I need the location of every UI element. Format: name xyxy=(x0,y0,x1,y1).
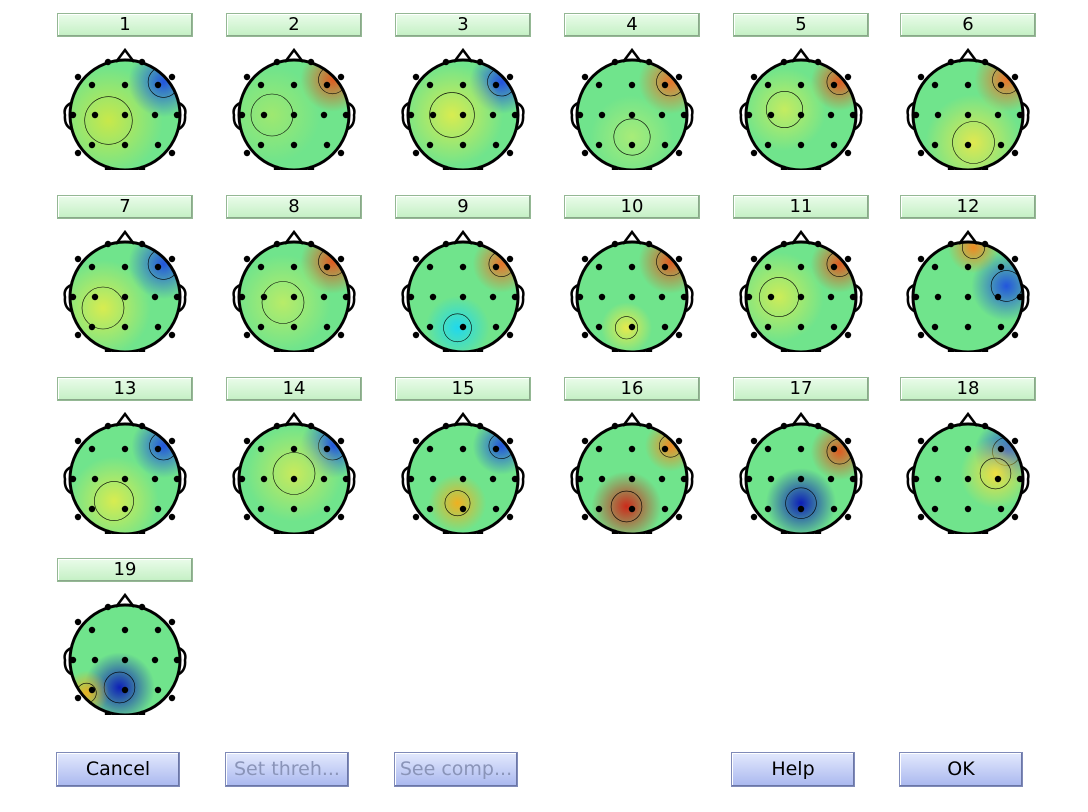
component-button-12[interactable]: 12 xyxy=(900,195,1036,219)
scalp-topography-19 xyxy=(63,592,187,715)
scalp-topography-18 xyxy=(906,411,1030,534)
component-button-10[interactable]: 10 xyxy=(564,195,700,219)
scalp-topography-9 xyxy=(401,229,525,352)
component-button-17[interactable]: 17 xyxy=(733,377,869,401)
component-button-6[interactable]: 6 xyxy=(900,13,1036,37)
component-button-7[interactable]: 7 xyxy=(57,195,193,219)
scalp-topography-15 xyxy=(401,411,525,534)
component-button-1[interactable]: 1 xyxy=(57,13,193,37)
scalp-topography-10 xyxy=(570,229,694,352)
component-button-16[interactable]: 16 xyxy=(564,377,700,401)
component-button-3[interactable]: 3 xyxy=(395,13,531,37)
scalp-topography-3 xyxy=(401,47,525,170)
component-button-13[interactable]: 13 xyxy=(57,377,193,401)
component-button-14[interactable]: 14 xyxy=(226,377,362,401)
scalp-topography-16 xyxy=(570,411,694,534)
scalp-topography-5 xyxy=(739,47,863,170)
see-components-button: See comp... xyxy=(394,752,518,787)
component-button-15[interactable]: 15 xyxy=(395,377,531,401)
scalp-topography-8 xyxy=(232,229,356,352)
scalp-topography-11 xyxy=(739,229,863,352)
component-button-2[interactable]: 2 xyxy=(226,13,362,37)
cancel-button[interactable]: Cancel xyxy=(56,752,180,787)
scalp-topography-14 xyxy=(232,411,356,534)
scalp-topography-6 xyxy=(906,47,1030,170)
help-button[interactable]: Help xyxy=(731,752,855,787)
component-button-8[interactable]: 8 xyxy=(226,195,362,219)
scalp-topography-17 xyxy=(739,411,863,534)
set-threshold-button: Set threh... xyxy=(225,752,349,787)
scalp-topography-4 xyxy=(570,47,694,170)
ok-button[interactable]: OK xyxy=(899,752,1023,787)
component-button-4[interactable]: 4 xyxy=(564,13,700,37)
scalp-topography-7 xyxy=(63,229,187,352)
component-button-19[interactable]: 19 xyxy=(57,558,193,582)
scalp-topography-12 xyxy=(906,229,1030,352)
scalp-topography-2 xyxy=(232,47,356,170)
scalp-topography-1 xyxy=(63,47,187,170)
component-button-9[interactable]: 9 xyxy=(395,195,531,219)
component-button-18[interactable]: 18 xyxy=(900,377,1036,401)
scalp-topography-13 xyxy=(63,411,187,534)
component-button-11[interactable]: 11 xyxy=(733,195,869,219)
component-button-5[interactable]: 5 xyxy=(733,13,869,37)
